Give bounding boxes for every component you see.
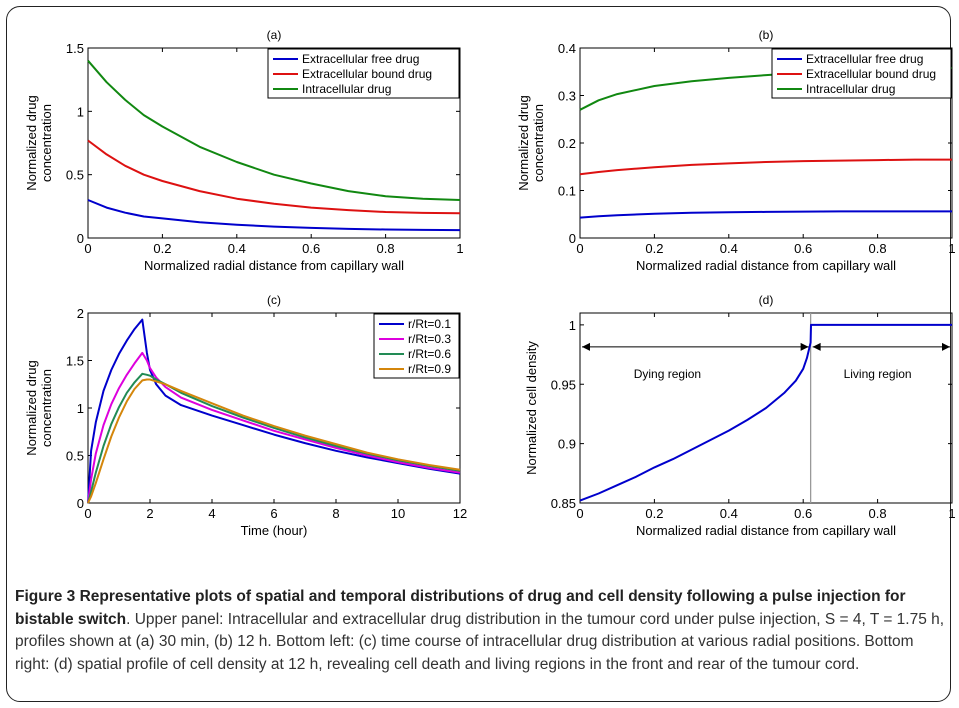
x-tick-label: 0.6 [794, 506, 812, 521]
panel-d: (d) 0 0.2 0.4 0.6 0.8 1 0.85 0.9 0.95 1 Normalized … [524, 293, 956, 538]
y-tick-label: 0 [569, 231, 576, 246]
y-axis-label: Normalized cell density [524, 341, 539, 475]
y-axis-label: Normalized drug [516, 95, 531, 190]
legend-label: Intracellular drug [806, 82, 895, 96]
x-tick-label: 0.8 [869, 241, 887, 256]
legend-label: Extracellular free drug [302, 52, 419, 66]
y-tick-label: 2 [77, 306, 84, 321]
y-tick-label: 1 [77, 401, 84, 416]
arrow-head-left [812, 342, 821, 351]
panel-title: (b) [759, 28, 774, 42]
y-tick-label: 0.9 [558, 437, 576, 452]
y-axis-label: Normalized drug [24, 360, 39, 455]
x-tick-label: 12 [453, 506, 467, 521]
x-tick-label: 10 [391, 506, 405, 521]
series-line-r-rt-0-6 [87, 372, 461, 504]
x-tick-label: 1 [948, 506, 955, 521]
x-axis-label: Normalized radial distance from capillar… [636, 258, 896, 273]
legend-label: r/Rt=0.1 [408, 317, 451, 331]
x-tick-label: 6 [270, 506, 277, 521]
x-axis-label: Normalized radial distance from capillar… [636, 523, 896, 538]
plot-area [579, 312, 953, 504]
x-tick-label: 0.2 [153, 241, 171, 256]
y-tick-label: 0 [77, 496, 84, 511]
series-line-extracellular-bound-drug [87, 139, 461, 215]
y-tick-label: 0.3 [558, 89, 576, 104]
y-tick-label: 1.5 [66, 41, 84, 56]
series-line-extracellular-free-drug [87, 199, 461, 232]
x-tick-label: 0.4 [228, 241, 246, 256]
legend-label: r/Rt=0.6 [408, 347, 451, 361]
y-tick-label: 0.4 [558, 41, 576, 56]
x-tick-label: 0.6 [302, 241, 320, 256]
panel-a: (a) 0 0.2 0.4 0.6 0.8 1 0 0.5 1 1.5 Normalized radi… [24, 28, 464, 273]
series-line-extracellular-free-drug [579, 210, 952, 219]
x-tick-label: 0 [84, 241, 91, 256]
panel-c: (c) 0 2 4 6 8 10 12 0 0.5 1 1.5 2 Time (hour) Normaliz… [24, 293, 467, 538]
x-tick-label: 0.4 [720, 506, 738, 521]
x-tick-label: 4 [208, 506, 215, 521]
y-tick-label: 0.1 [558, 184, 576, 199]
y-tick-label: 0 [77, 231, 84, 246]
legend-label: r/Rt=0.3 [408, 332, 451, 346]
x-tick-label: 0.2 [645, 241, 663, 256]
y-tick-label: 1 [569, 318, 576, 333]
x-tick-label: 1 [948, 241, 955, 256]
x-tick-label: 1 [456, 241, 463, 256]
panel-title: (c) [267, 293, 281, 307]
arrow-head-left [582, 342, 590, 351]
legend-label: Extracellular bound drug [302, 67, 432, 81]
legend-label: Extracellular free drug [806, 52, 923, 66]
panel-b: (b) 0 0.2 0.4 0.6 0.8 1 0 0.1 0.2 0.3 0.4 Normalized… [516, 28, 956, 273]
y-axis-label: concentration [39, 369, 54, 447]
y-tick-label: 0.5 [66, 449, 84, 464]
arrow-head-right [942, 342, 950, 351]
y-axis-label: concentration [531, 104, 546, 182]
y-tick-label: 0.5 [66, 168, 84, 183]
x-tick-label: 0.4 [720, 241, 738, 256]
x-tick-label: 0.8 [869, 506, 887, 521]
figure-caption: Figure 3 Representative plots of spatial… [15, 586, 945, 676]
y-tick-label: 0.2 [558, 136, 576, 151]
legend-box [267, 48, 460, 99]
x-tick-label: 0.6 [794, 241, 812, 256]
y-axis-label: concentration [39, 104, 54, 182]
y-axis-label: Normalized drug [24, 95, 39, 190]
x-tick-label: 0 [576, 506, 583, 521]
series-line-r-rt-0-9 [87, 378, 461, 504]
series-line-extracellular-bound-drug [579, 158, 952, 176]
legend-label: Extracellular bound drug [806, 67, 936, 81]
series-line-cell-density [579, 323, 952, 502]
x-tick-label: 2 [146, 506, 153, 521]
x-tick-label: 0.8 [377, 241, 395, 256]
figure-frame [6, 6, 951, 702]
y-tick-label: 0.95 [551, 377, 576, 392]
series-line-intracellular-drug [87, 60, 461, 201]
y-tick-label: 1.5 [66, 354, 84, 369]
x-tick-label: 0.2 [645, 506, 663, 521]
panel-title: (a) [267, 28, 282, 42]
caption-title: Figure 3 Representative plots of spatial… [15, 588, 906, 628]
plot-area [87, 47, 461, 239]
x-tick-label: 8 [332, 506, 339, 521]
series-line-r-rt-0-1 [87, 318, 461, 504]
legend-label: Intracellular drug [302, 82, 391, 96]
x-axis-label: Normalized radial distance from capillar… [144, 258, 404, 273]
x-axis-label: Time (hour) [241, 523, 308, 538]
x-tick-label: 0 [576, 241, 583, 256]
y-tick-label: 0.85 [551, 496, 576, 511]
caption-body: . Upper panel: Intracellular and extrace… [15, 610, 945, 673]
y-tick-label: 1 [77, 104, 84, 119]
x-tick-label: 0 [84, 506, 91, 521]
series-line-r-rt-0-3 [87, 351, 461, 504]
arrow-head-right [800, 342, 809, 351]
region-annotation: Dying region [634, 367, 701, 381]
region-annotation: Living region [844, 367, 912, 381]
legend-label: r/Rt=0.9 [408, 362, 451, 376]
panel-title: (d) [759, 293, 774, 307]
